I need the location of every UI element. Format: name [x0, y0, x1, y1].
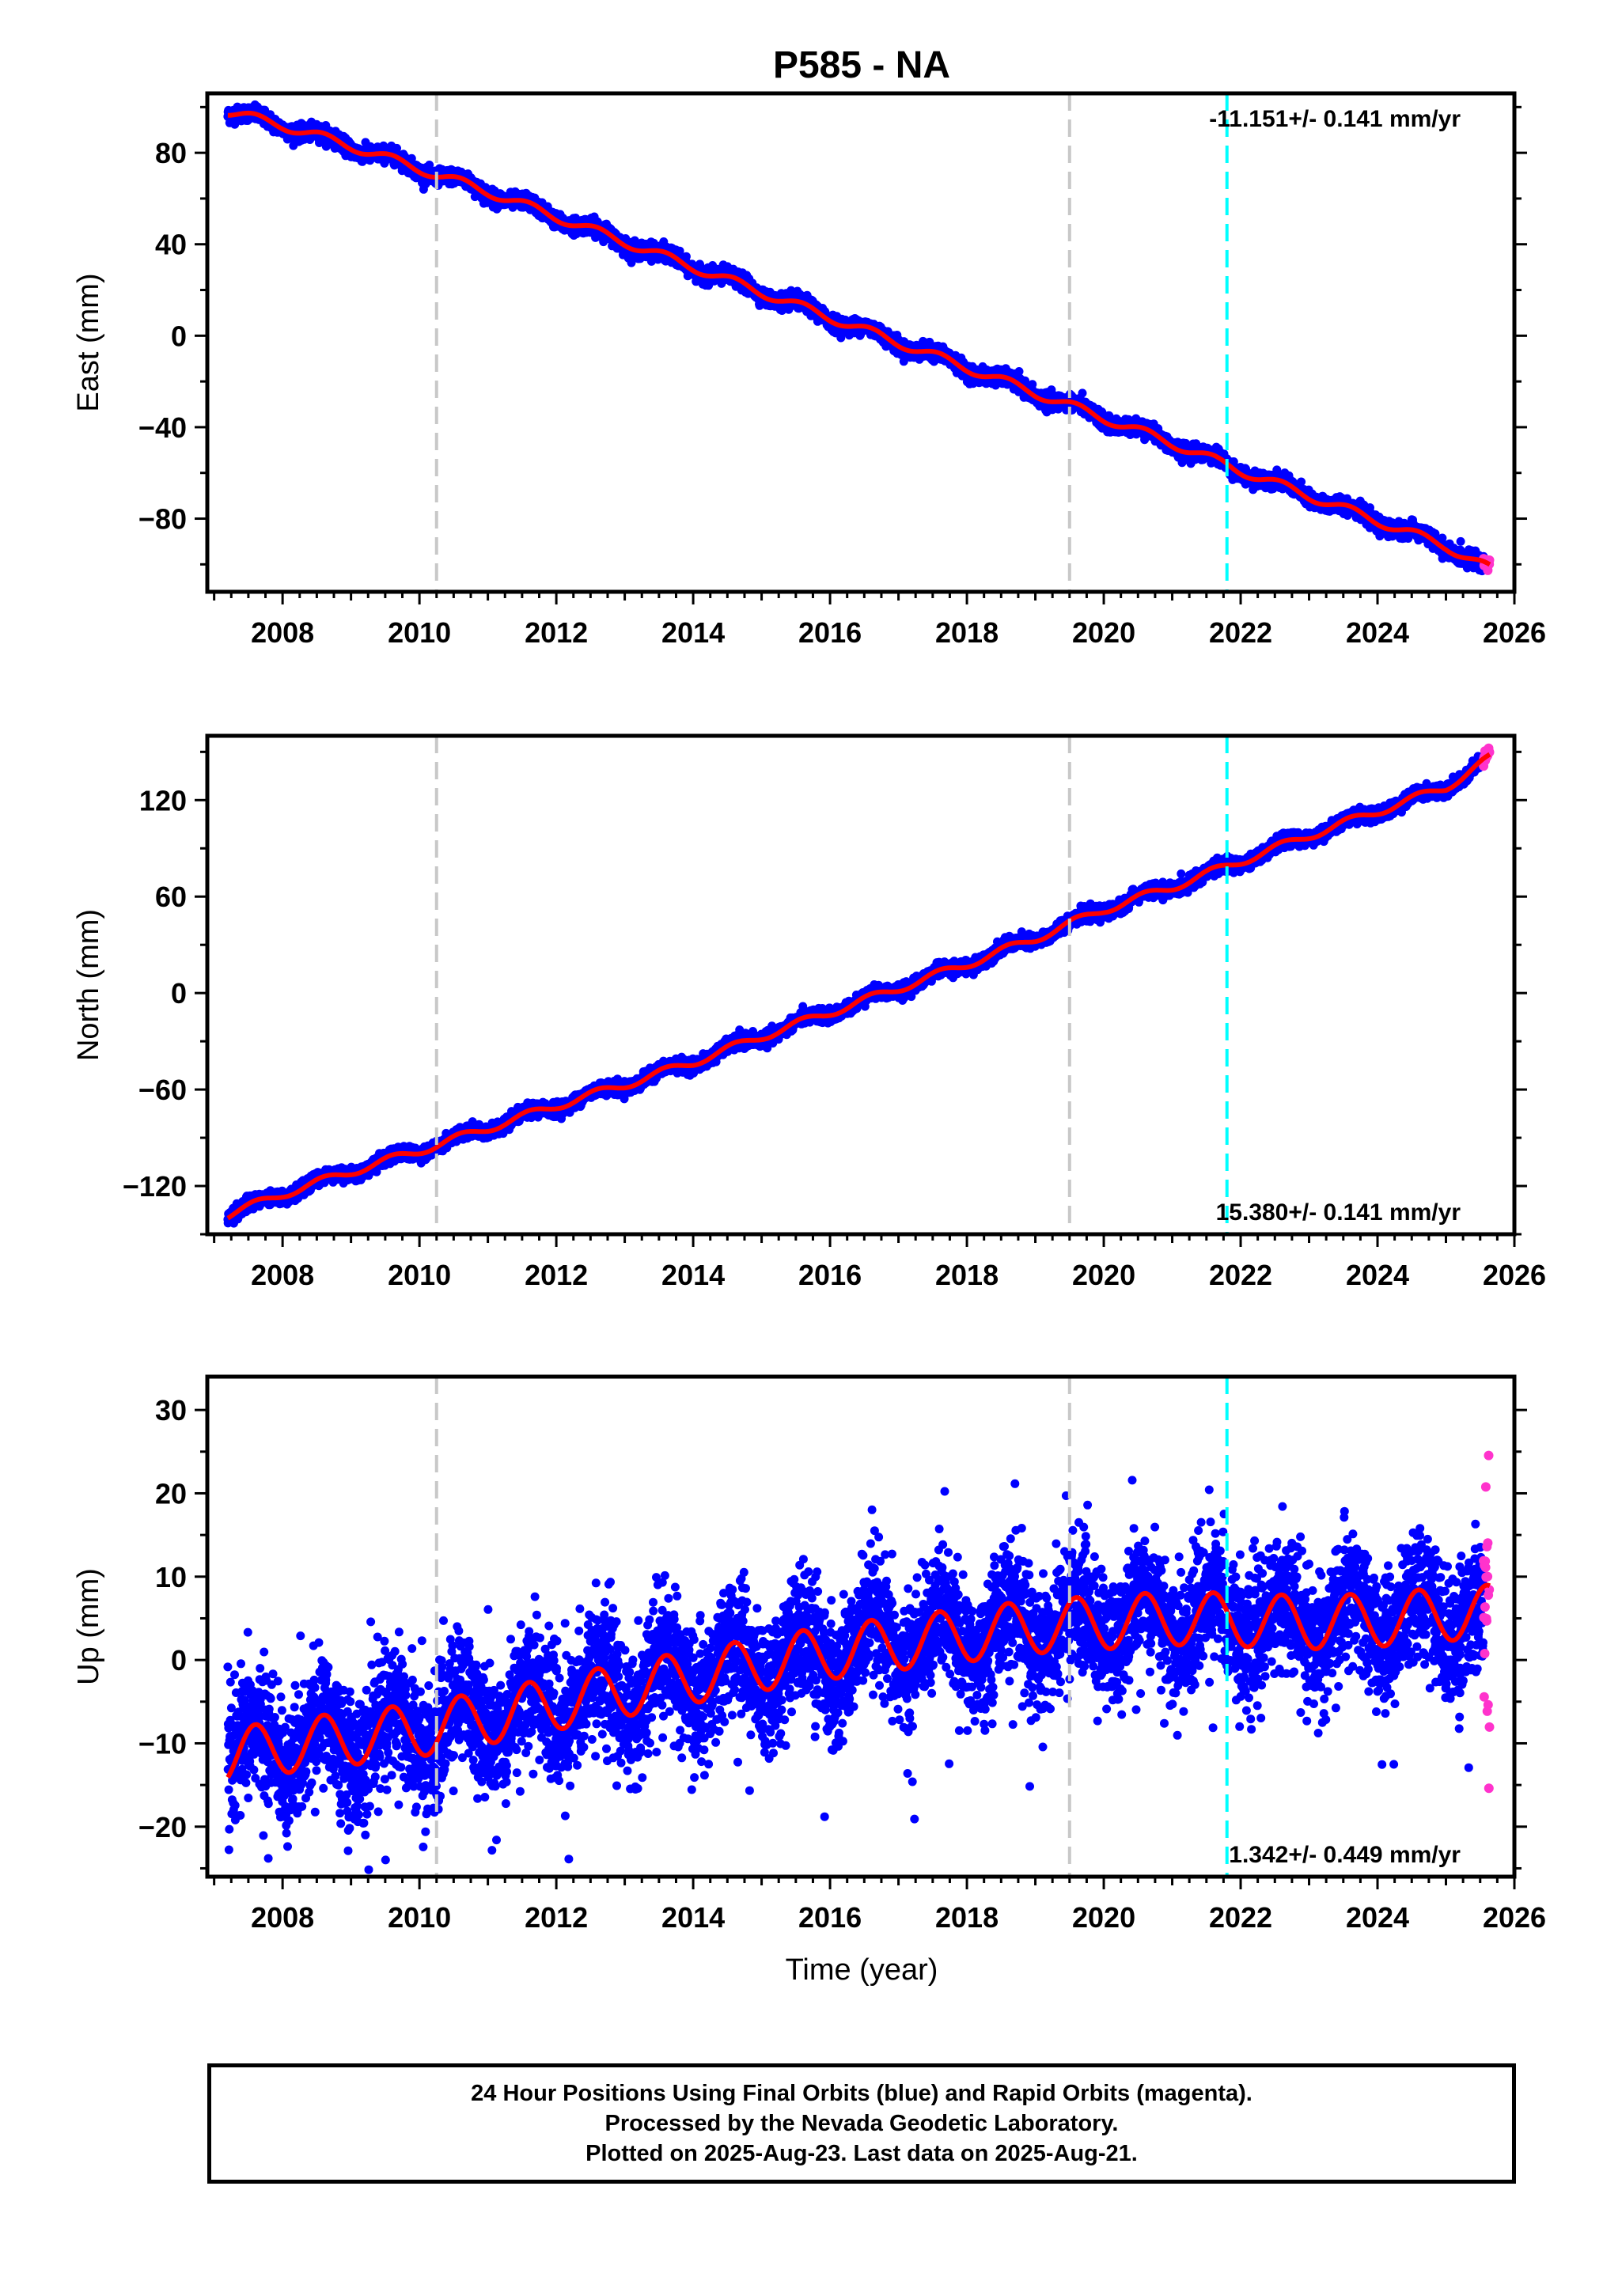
point-final [1028, 380, 1037, 389]
point-final [1078, 388, 1087, 398]
figure-title: P585 - NA [773, 44, 950, 86]
plot-area-east [223, 93, 1495, 592]
panel-east: 2008 2010 2012 2014 2016 2018 2020 2022 2024 2026… [72, 91, 1546, 649]
panels: 2008 2010 2012 2014 2016 2018 2020 2022 2024 2026… [72, 91, 1546, 1934]
point-final [425, 161, 434, 169]
